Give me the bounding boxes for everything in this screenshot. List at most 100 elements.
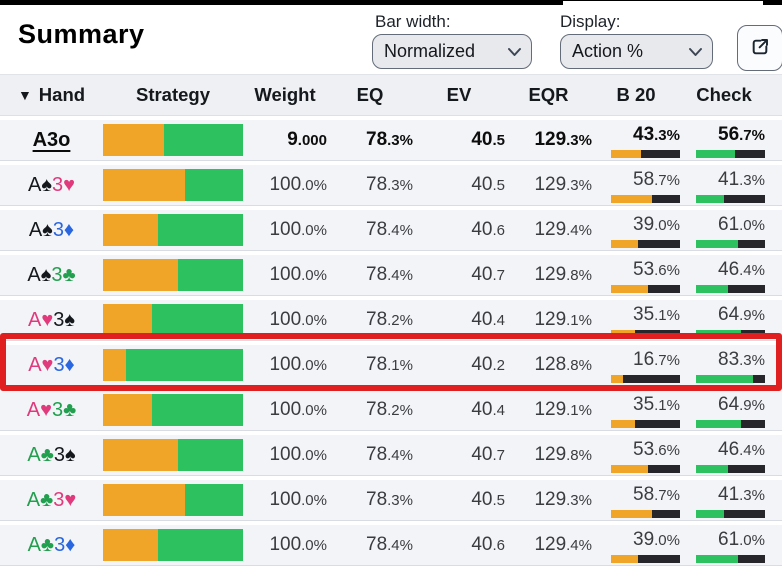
b20-bar-fill bbox=[611, 375, 623, 383]
table-row[interactable]: A3o 9.000 78.3% 40.5 129.3% 43.3% 56.7% bbox=[0, 120, 782, 161]
export-button[interactable] bbox=[737, 25, 782, 71]
eqr-value: 129.8% bbox=[534, 264, 592, 285]
check-bar bbox=[696, 375, 765, 383]
b20-bar-fill bbox=[611, 150, 641, 158]
window-top-strip-gap bbox=[563, 1, 763, 5]
bar-width-select[interactable]: Normalized bbox=[372, 34, 532, 69]
hand-label: A♥ 3♦ bbox=[0, 345, 103, 385]
hand-card: 3♥ bbox=[51, 173, 75, 196]
check-cell: 64.9% bbox=[680, 390, 768, 430]
strategy-bar bbox=[103, 300, 243, 340]
hand-card: A♠ bbox=[28, 173, 52, 196]
bet-segment bbox=[103, 259, 179, 291]
eq-value: 78.1% bbox=[366, 354, 413, 375]
eq-value: 78.4% bbox=[366, 534, 413, 555]
b20-bar-fill bbox=[611, 510, 652, 518]
check-bar bbox=[696, 555, 765, 563]
check-cell: 61.0% bbox=[680, 210, 768, 250]
column-header-weight[interactable]: Weight bbox=[254, 84, 316, 105]
hand-card: 3♠ bbox=[53, 443, 76, 466]
column-header-eq[interactable]: EQ bbox=[356, 84, 384, 105]
b20-value: 39.0% bbox=[633, 529, 680, 550]
hand-card: 3♦ bbox=[54, 533, 76, 556]
b20-cell: 43.3% bbox=[592, 120, 680, 160]
check-value: 41.3% bbox=[718, 169, 765, 190]
table-body: A3o 9.000 78.3% 40.5 129.3% 43.3% 56.7% … bbox=[0, 120, 782, 566]
ev-value: 40.4 bbox=[471, 309, 505, 330]
b20-cell: 58.7% bbox=[592, 165, 680, 205]
b20-value: 39.0% bbox=[633, 214, 680, 235]
column-header-b20[interactable]: B 20 bbox=[616, 84, 656, 105]
b20-value: 53.6% bbox=[633, 259, 680, 280]
b20-bar bbox=[611, 330, 680, 338]
hand-label: A♣ 3♦ bbox=[0, 525, 103, 565]
eq-value: 78.2% bbox=[366, 309, 413, 330]
b20-cell: 53.6% bbox=[592, 255, 680, 295]
display-selected-value: Action % bbox=[572, 41, 644, 61]
bar-width-selected-value: Normalized bbox=[384, 41, 476, 61]
window-top-strip bbox=[0, 0, 782, 5]
weight-value: 100.0% bbox=[269, 444, 327, 465]
ev-value: 40.4 bbox=[471, 399, 505, 420]
column-header-check[interactable]: Check bbox=[696, 84, 752, 105]
check-segment bbox=[163, 124, 243, 156]
table-row[interactable]: A♥ 3♣ 100.0% 78.2% 40.4 129.1% 35.1% 64.9… bbox=[0, 390, 782, 431]
strategy-bar bbox=[103, 255, 243, 295]
b20-bar bbox=[611, 555, 680, 563]
b20-bar bbox=[611, 510, 680, 518]
check-bar bbox=[696, 285, 765, 293]
hand-card: A♥ bbox=[28, 353, 54, 376]
column-header-hand[interactable]: ▼ Hand bbox=[17, 84, 86, 105]
hand-label: A♣ 3♠ bbox=[0, 435, 103, 475]
weight-value: 100.0% bbox=[269, 534, 327, 555]
strategy-bar bbox=[103, 345, 243, 385]
check-value: 41.3% bbox=[718, 484, 765, 505]
weight-value: 100.0% bbox=[269, 309, 327, 330]
strategy-bar bbox=[103, 480, 243, 520]
table-row[interactable]: A♥ 3♠ 100.0% 78.2% 40.4 129.1% 35.1% 64.9… bbox=[0, 300, 782, 341]
eqr-value: 128.8% bbox=[534, 354, 592, 375]
ev-value: 40.5 bbox=[471, 174, 505, 195]
b20-value: 58.7% bbox=[633, 169, 680, 190]
column-header-eqr[interactable]: EQR bbox=[528, 84, 569, 105]
hand-label: A♥ 3♠ bbox=[0, 300, 103, 340]
bet-segment bbox=[103, 439, 179, 471]
table-row[interactable]: A♣ 3♥ 100.0% 78.3% 40.5 129.3% 58.7% 41.3… bbox=[0, 480, 782, 521]
check-segment bbox=[126, 349, 243, 381]
b20-value: 35.1% bbox=[633, 304, 680, 325]
check-segment bbox=[178, 259, 243, 291]
column-header-strategy[interactable]: Strategy bbox=[135, 84, 211, 105]
strategy-bar bbox=[103, 390, 243, 430]
hand-card: A♠ bbox=[28, 218, 53, 241]
table-row[interactable]: A♣ 3♦ 100.0% 78.4% 40.6 129.4% 39.0% 61.0… bbox=[0, 525, 782, 566]
b20-cell: 58.7% bbox=[592, 480, 680, 520]
table-row[interactable]: A♠ 3♦ 100.0% 78.4% 40.6 129.4% 39.0% 61.0… bbox=[0, 210, 782, 251]
b20-bar-fill bbox=[611, 195, 652, 203]
bet-segment bbox=[103, 349, 127, 381]
weight-value: 100.0% bbox=[269, 219, 327, 240]
open-in-new-icon bbox=[748, 35, 772, 62]
table-row[interactable]: A♥ 3♦ 100.0% 78.1% 40.2 128.8% 16.7% 83.3… bbox=[0, 345, 782, 386]
check-cell: 64.9% bbox=[680, 300, 768, 340]
b20-bar-fill bbox=[611, 240, 638, 248]
hand-label: A♠ 3♥ bbox=[0, 165, 103, 205]
ev-value: 40.7 bbox=[471, 444, 505, 465]
table-row[interactable]: A♠ 3♥ 100.0% 78.3% 40.5 129.3% 58.7% 41.3… bbox=[0, 165, 782, 206]
check-bar-fill bbox=[696, 240, 739, 248]
column-header-ev[interactable]: EV bbox=[446, 84, 472, 105]
check-bar bbox=[696, 240, 765, 248]
check-value: 83.3% bbox=[718, 349, 765, 370]
hand-label: A♠ 3♣ bbox=[0, 255, 103, 295]
hand-card: A♣ bbox=[27, 533, 55, 556]
strategy-bar bbox=[103, 210, 243, 250]
strategy-bar bbox=[103, 435, 243, 475]
ev-value: 40.2 bbox=[471, 354, 505, 375]
b20-value: 53.6% bbox=[633, 439, 680, 460]
bet-segment bbox=[103, 214, 158, 246]
check-bar bbox=[696, 330, 765, 338]
b20-value: 58.7% bbox=[633, 484, 680, 505]
table-row[interactable]: A♠ 3♣ 100.0% 78.4% 40.7 129.8% 53.6% 46.4… bbox=[0, 255, 782, 296]
display-select[interactable]: Action % bbox=[560, 34, 713, 69]
table-row[interactable]: A♣ 3♠ 100.0% 78.4% 40.7 129.8% 53.6% 46.4… bbox=[0, 435, 782, 476]
check-segment bbox=[157, 214, 243, 246]
